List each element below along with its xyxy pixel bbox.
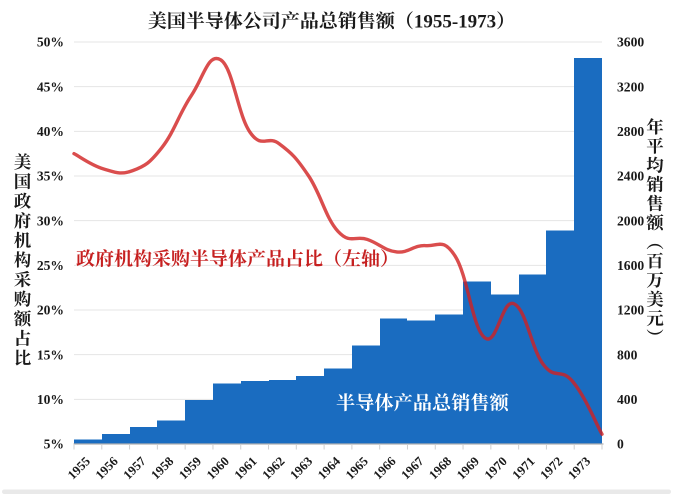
svg-text:5: 5 [433, 12, 443, 33]
right-tick-400: 400 [617, 392, 638, 407]
bar-1966 [380, 318, 407, 444]
left-axis-tick-labels: 5% 10% 15% 20% 25% 30% 35% 40% 45% 50% [37, 35, 64, 452]
svg-text:1: 1 [458, 12, 468, 33]
left-axis-title-text [14, 153, 31, 366]
bar-1968 [435, 314, 463, 444]
left-tick-15%: 15% [37, 347, 64, 362]
bar-1967 [407, 320, 435, 444]
bar-1957 [130, 427, 157, 444]
right-tick-2800: 2800 [617, 124, 644, 139]
left-tick-5%: 5% [44, 437, 64, 452]
line-series [72, 56, 604, 436]
left-tick-10%: 10% [37, 392, 64, 407]
bar-1963 [296, 375, 324, 444]
right-tick-1600: 1600 [617, 258, 644, 273]
svg-text:9: 9 [468, 12, 478, 33]
bar-series-annotation [336, 392, 509, 412]
svg-text:3: 3 [487, 12, 497, 33]
bar-1956 [102, 433, 130, 444]
bar-1964 [324, 368, 352, 444]
bar-1970 [491, 294, 519, 444]
bar-annotation-text [336, 392, 509, 412]
svg-text:9: 9 [423, 12, 433, 33]
line-annotation-text [76, 249, 387, 268]
bar-series [74, 57, 602, 445]
right-tick-0: 0 [617, 437, 624, 452]
right-axis-tick-labels: 0 400 800 1200 1600 2000 2400 2800 3200 3600 [617, 35, 644, 452]
left-tick-20%: 20% [37, 303, 64, 318]
svg-text:1: 1 [414, 12, 424, 33]
bar-1973 [574, 57, 602, 445]
bar-1961 [241, 380, 269, 444]
bar-1958 [157, 420, 185, 444]
bar-1955 [74, 439, 102, 444]
right-tick-3200: 3200 [617, 79, 644, 94]
left-tick-35%: 35% [37, 169, 64, 184]
right-tick-2000: 2000 [617, 213, 644, 228]
bar-1962 [269, 379, 296, 444]
line-series-annotation [76, 249, 387, 268]
svg-text:5: 5 [442, 12, 452, 33]
right-axis-title [646, 118, 664, 335]
left-tick-45%: 45% [37, 79, 64, 94]
left-tick-50%: 50% [37, 35, 64, 50]
left-axis-title [14, 153, 31, 366]
svg-text:7: 7 [477, 12, 487, 33]
svg-text:-: - [452, 12, 458, 33]
right-axis-title-text [646, 118, 664, 335]
bar-1959 [185, 399, 213, 444]
right-tick-1200: 1200 [617, 303, 644, 318]
line-path [72, 56, 604, 436]
right-tick-3600: 3600 [617, 35, 644, 50]
right-tick-800: 800 [617, 347, 638, 362]
bar-1969 [463, 281, 491, 444]
right-tick-2400: 2400 [617, 169, 644, 184]
bottom-strip [2, 489, 671, 494]
left-tick-25%: 25% [37, 258, 64, 273]
left-tick-40%: 40% [37, 124, 64, 139]
bar-1960 [213, 383, 241, 444]
bar-1972 [546, 230, 574, 444]
left-tick-30%: 30% [37, 213, 64, 228]
